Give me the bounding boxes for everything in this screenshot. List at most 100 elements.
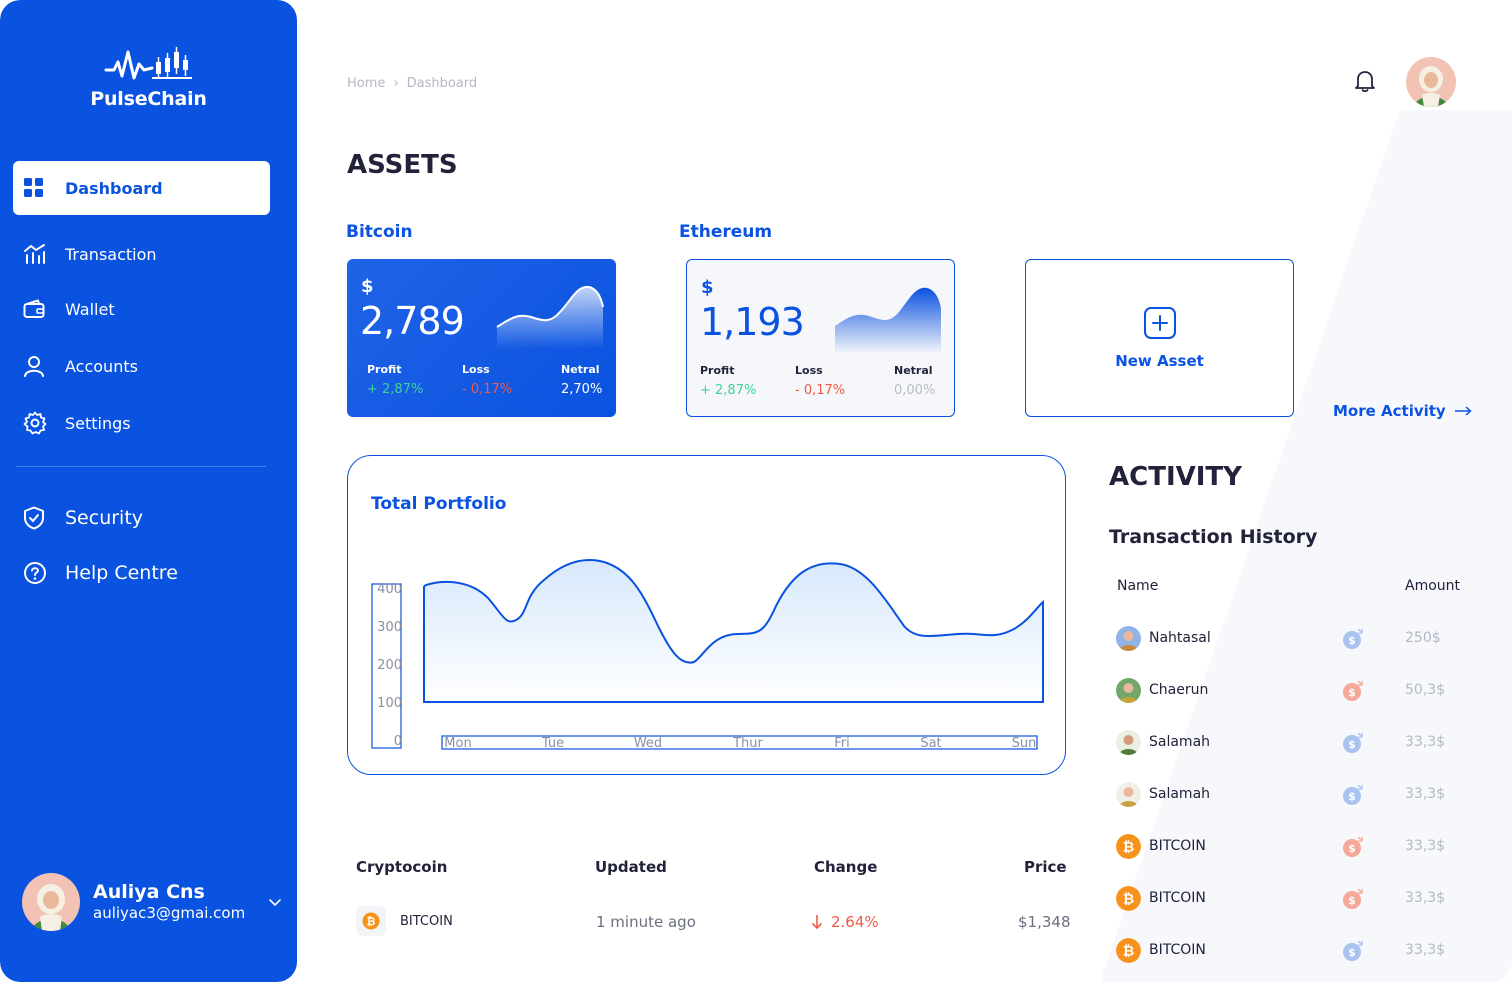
loss-label: Loss [462, 363, 490, 376]
money-icon: $ [1343, 940, 1363, 961]
transaction-name: BITCOIN [1149, 838, 1206, 854]
svg-text:$: $ [1348, 738, 1356, 751]
profile-name: Auliya Cns [93, 881, 205, 903]
transaction-amount: 33,3$ [1405, 786, 1446, 802]
bitcoin-asset-card[interactable]: $ 2,789 Profit + 2,87% Loss - 0,17% Netral… [347, 259, 616, 417]
avatar [1116, 730, 1141, 755]
avatar [1116, 678, 1141, 703]
bitcoin-label: Bitcoin [346, 222, 413, 242]
chart-icon [23, 243, 55, 265]
bitcoin-sparkline [496, 285, 604, 349]
svg-text:$: $ [1348, 790, 1356, 803]
price-value: $1,348 [1018, 913, 1071, 931]
ethereum-asset-card[interactable]: $ 1,193 Profit + 2,87% Loss - 0,17% Netral… [686, 259, 955, 417]
x-tick-label: Thur [732, 736, 763, 751]
transaction-name: Salamah [1149, 786, 1211, 802]
transaction-name: Chaerun [1149, 682, 1209, 698]
sidebar-item-label: Accounts [65, 356, 138, 376]
transaction-amount: 33,3$ [1405, 734, 1446, 750]
breadcrumb-current: Dashboard [406, 76, 478, 91]
col-price: Price [1024, 858, 1067, 876]
help-icon [23, 561, 55, 585]
svg-text:₿: ₿ [1123, 840, 1134, 856]
list-item[interactable]: ₿ BITCOIN $33,3$ [1116, 938, 1476, 964]
netral-value: 2,70% [561, 382, 603, 397]
x-axis-box [441, 735, 1038, 750]
ethereum-sparkline [835, 287, 941, 354]
col-name: Name [1117, 578, 1159, 594]
sidebar-item-label: Wallet [65, 299, 115, 319]
sidebar: PulseChain Dashboard Transaction Wallet … [0, 0, 297, 982]
y-axis-box [371, 583, 402, 749]
asset-amount: 2,789 [360, 299, 465, 343]
chevron-down-icon[interactable] [268, 893, 282, 912]
more-activity-link[interactable]: More Activity [1333, 402, 1472, 420]
sidebar-item-wallet[interactable]: Wallet [13, 282, 270, 336]
svg-text:₿: ₿ [1123, 892, 1134, 908]
sidebar-divider [16, 466, 266, 467]
sidebar-item-settings[interactable]: Settings [13, 396, 270, 450]
profile-email: auliyac3@gmai.com [93, 904, 246, 922]
list-item[interactable]: Nahtasal $250$ [1116, 626, 1476, 652]
brand-name: PulseChain [90, 88, 207, 110]
bell-icon[interactable] [1352, 68, 1378, 94]
gear-icon [23, 411, 55, 435]
loss-value: - 0,17% [795, 383, 846, 398]
currency-symbol: $ [701, 277, 714, 298]
updated-value: 1 minute ago [596, 913, 696, 931]
breadcrumb-home[interactable]: Home [347, 76, 386, 91]
bitcoin-icon: ₿ [1116, 886, 1141, 911]
bitcoin-icon: ₿ [1116, 938, 1141, 963]
new-asset-label: New Asset [1115, 352, 1204, 370]
col-amount: Amount [1405, 578, 1461, 594]
y-axis-ticks: 400 300 200 100 0 [377, 582, 402, 749]
sidebar-item-security[interactable]: Security [13, 491, 270, 545]
sidebar-item-label: Help Centre [65, 562, 178, 584]
transaction-name: Salamah [1149, 734, 1211, 750]
y-tick-label: 400 [377, 582, 402, 597]
grid-icon [23, 177, 55, 199]
profit-value: + 2,87% [700, 383, 757, 398]
svg-text:₿: ₿ [367, 915, 376, 928]
y-tick-label: 300 [377, 620, 402, 635]
svg-text:₿: ₿ [1123, 944, 1134, 960]
money-icon: $ [1343, 732, 1363, 753]
sidebar-item-accounts[interactable]: Accounts [13, 339, 270, 393]
list-item[interactable]: Salamah $33,3$ [1116, 782, 1476, 808]
portfolio-area [424, 560, 1043, 702]
transaction-amount: 33,3$ [1405, 942, 1446, 958]
y-tick-label: 100 [377, 696, 402, 711]
transaction-history-title: Transaction History [1109, 526, 1318, 548]
sidebar-item-help-centre[interactable]: Help Centre [13, 546, 270, 600]
list-item[interactable]: ₿ BITCOIN $33,3$ [1116, 834, 1476, 860]
transaction-amount: 33,3$ [1405, 890, 1446, 906]
svg-text:$: $ [1348, 842, 1356, 855]
transaction-name: Nahtasal [1149, 630, 1211, 646]
brand-logo[interactable]: PulseChain [0, 44, 297, 110]
profit-label: Profit [367, 363, 402, 376]
header-avatar[interactable] [1406, 57, 1456, 107]
list-item[interactable]: Salamah $33,3$ [1116, 730, 1476, 756]
avatar [22, 873, 80, 931]
x-tick-label: Fri [834, 736, 850, 751]
list-item[interactable]: Chaerun $50,3$ [1116, 678, 1476, 704]
portfolio-chart: 400 300 200 100 0 Mon Tue Wed Thur Fri Sat Sun [371, 559, 1044, 751]
avatar [1116, 782, 1141, 807]
arrow-right-icon [1454, 406, 1472, 416]
netral-value: 0,00% [894, 383, 936, 398]
bitcoin-icon: ₿ [1116, 834, 1141, 859]
sidebar-item-dashboard[interactable]: Dashboard [13, 161, 270, 215]
pulse-logo-icon [104, 47, 192, 80]
transaction-name: BITCOIN [1149, 890, 1206, 906]
col-updated: Updated [595, 858, 667, 876]
sidebar-item-transaction[interactable]: Transaction [13, 227, 270, 281]
arrow-down-icon [811, 915, 823, 930]
svg-text:$: $ [1348, 686, 1356, 699]
new-asset-button[interactable]: New Asset [1025, 259, 1294, 417]
user-profile[interactable]: Auliya Cns auliyac3@gmai.com [22, 872, 282, 932]
x-tick-label: Wed [634, 736, 662, 751]
y-tick-label: 200 [377, 658, 402, 673]
avatar [1116, 626, 1141, 651]
list-item[interactable]: ₿ BITCOIN $33,3$ [1116, 886, 1476, 912]
